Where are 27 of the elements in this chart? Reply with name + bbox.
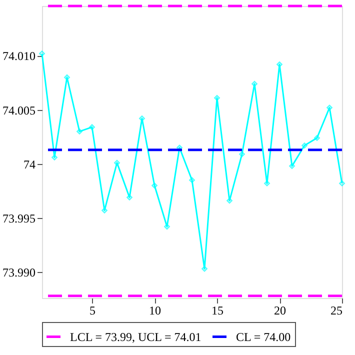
- point: [89, 124, 95, 130]
- point: [289, 163, 295, 170]
- point: [314, 134, 320, 141]
- y-tick-label: 74.005: [2, 103, 36, 118]
- y-tick-label: 73.990: [2, 266, 36, 280]
- x-tick-label: 25: [330, 304, 342, 318]
- x-tick-label: 15: [212, 304, 224, 318]
- y-tick-label: 74.010: [2, 49, 36, 64]
- point: [76, 128, 82, 134]
- point: [302, 142, 308, 148]
- point: [339, 180, 345, 186]
- point: [326, 104, 332, 111]
- point: [189, 177, 195, 184]
- point: [152, 182, 158, 188]
- point: [214, 94, 220, 101]
- y-tick-label: 73.995: [2, 211, 36, 226]
- point: [139, 116, 145, 122]
- x-tick-label: 5: [90, 304, 96, 318]
- x-tick-label: 20: [274, 304, 286, 318]
- point: [39, 50, 45, 57]
- x-tick-label: 10: [149, 304, 161, 318]
- legend-label: LCL = 73.99, UCL = 74.01: [70, 330, 202, 344]
- point: [114, 160, 120, 166]
- point: [239, 151, 245, 158]
- point: [202, 266, 208, 272]
- y-tick-label: 74: [24, 157, 36, 172]
- legend-label: CL = 74.00: [236, 330, 291, 344]
